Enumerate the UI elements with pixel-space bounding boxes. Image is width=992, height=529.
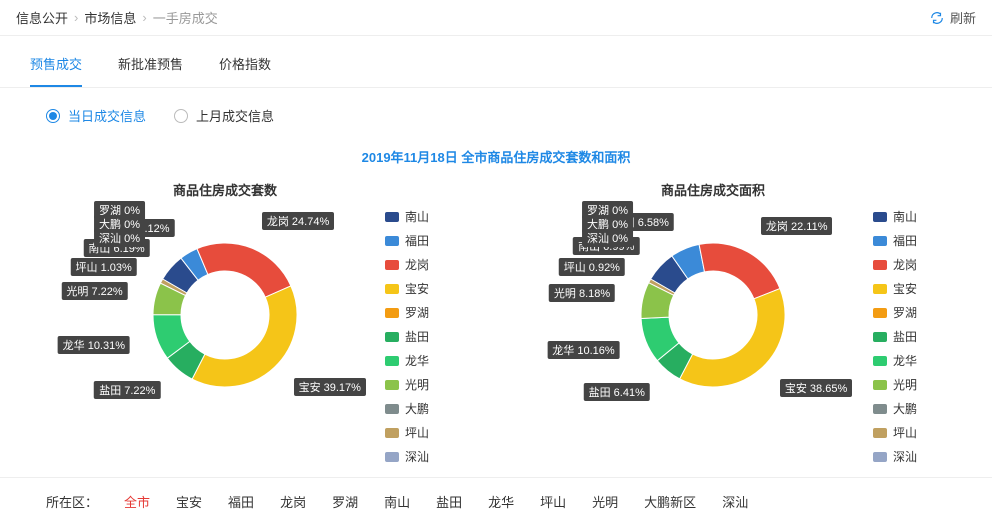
district-盐田[interactable]: 盐田: [436, 492, 462, 511]
district-罗湖[interactable]: 罗湖: [332, 492, 358, 511]
chart-subtitle: 商品住房成交面积: [563, 180, 863, 199]
district-全市[interactable]: 全市: [124, 492, 150, 511]
legend-item-宝安[interactable]: 宝安: [873, 280, 917, 297]
legend-item-深汕[interactable]: 深汕: [873, 448, 917, 465]
refresh-button[interactable]: 刷新: [930, 8, 976, 27]
legend-item-南山[interactable]: 南山: [385, 208, 429, 225]
legend-item-福田[interactable]: 福田: [873, 232, 917, 249]
legend-item-罗湖[interactable]: 罗湖: [873, 304, 917, 321]
swatch-icon: [873, 428, 887, 438]
swatch-icon: [873, 236, 887, 246]
district-label: 所在区：: [46, 492, 98, 511]
radio-dot-icon: [46, 109, 60, 123]
legend-item-光明[interactable]: 光明: [385, 376, 429, 393]
tab-0[interactable]: 预售成交: [30, 54, 82, 87]
swatch-icon: [385, 380, 399, 390]
district-光明[interactable]: 光明: [592, 492, 618, 511]
legend-item-龙华[interactable]: 龙华: [385, 352, 429, 369]
chart-subtitle: 商品住房成交套数: [75, 180, 375, 199]
swatch-icon: [385, 356, 399, 366]
donut-chart-count: 商品住房成交套数南山 6.19%福田 4.12%龙岗 24.74%宝安 39.1…: [75, 180, 375, 425]
district-深汕[interactable]: 深汕: [722, 492, 748, 511]
legend-item-龙岗[interactable]: 龙岗: [385, 256, 429, 273]
legend-item-坪山[interactable]: 坪山: [873, 424, 917, 441]
district-福田[interactable]: 福田: [228, 492, 254, 511]
swatch-icon: [385, 260, 399, 270]
legend-item-福田[interactable]: 福田: [385, 232, 429, 249]
district-filter: 所在区： 全市 宝安 福田 龙岗 罗湖 南山 盐田 龙华 坪山 光明 大鹏新区 深汕: [0, 477, 992, 525]
legend-item-盐田[interactable]: 盐田: [385, 328, 429, 345]
swatch-icon: [385, 332, 399, 342]
chart-main-title: 2019年11月18日 全市商品住房成交套数和面积: [0, 147, 992, 166]
breadcrumb-root[interactable]: 信息公开: [16, 8, 68, 27]
breadcrumb: 信息公开 › 市场信息 › 一手房成交: [16, 8, 218, 27]
slice-龙岗[interactable]: [699, 243, 780, 299]
legend-item-大鹏[interactable]: 大鹏: [385, 400, 429, 417]
swatch-icon: [873, 212, 887, 222]
radio-0[interactable]: 当日成交信息: [46, 106, 146, 125]
legend-area: 南山福田龙岗宝安罗湖盐田龙华光明大鹏坪山深汕: [873, 180, 917, 465]
swatch-icon: [873, 260, 887, 270]
swatch-icon: [385, 212, 399, 222]
breadcrumb-current: 一手房成交: [153, 8, 218, 27]
swatch-icon: [385, 404, 399, 414]
radio-dot-icon: [174, 109, 188, 123]
legend-item-深汕[interactable]: 深汕: [385, 448, 429, 465]
legend-item-盐田[interactable]: 盐田: [873, 328, 917, 345]
refresh-icon: [930, 11, 944, 25]
donut-chart-area: 商品住房成交面积南山 6.99%福田 6.58%龙岗 22.11%宝安 38.6…: [563, 180, 863, 425]
radio-1[interactable]: 上月成交信息: [174, 106, 274, 125]
swatch-icon: [385, 452, 399, 462]
legend-item-南山[interactable]: 南山: [873, 208, 917, 225]
slice-龙岗[interactable]: [197, 243, 291, 297]
legend-item-光明[interactable]: 光明: [873, 376, 917, 393]
swatch-icon: [385, 236, 399, 246]
chevron-right-icon: ›: [74, 10, 78, 25]
refresh-label: 刷新: [950, 8, 976, 27]
legend-item-龙华[interactable]: 龙华: [873, 352, 917, 369]
swatch-icon: [385, 308, 399, 318]
district-南山[interactable]: 南山: [384, 492, 410, 511]
tab-2[interactable]: 价格指数: [219, 54, 271, 87]
legend-count: 南山福田龙岗宝安罗湖盐田龙华光明大鹏坪山深汕: [385, 180, 429, 465]
chevron-right-icon: ›: [142, 10, 146, 25]
district-大鹏新区[interactable]: 大鹏新区: [644, 492, 696, 511]
district-龙华[interactable]: 龙华: [488, 492, 514, 511]
swatch-icon: [873, 284, 887, 294]
legend-item-坪山[interactable]: 坪山: [385, 424, 429, 441]
slice-宝安[interactable]: [192, 286, 297, 387]
breadcrumb-mid[interactable]: 市场信息: [84, 8, 136, 27]
swatch-icon: [873, 356, 887, 366]
district-龙岗[interactable]: 龙岗: [280, 492, 306, 511]
swatch-icon: [873, 380, 887, 390]
swatch-icon: [873, 404, 887, 414]
swatch-icon: [873, 332, 887, 342]
swatch-icon: [873, 452, 887, 462]
swatch-icon: [873, 308, 887, 318]
slice-宝安[interactable]: [680, 289, 785, 387]
legend-item-大鹏[interactable]: 大鹏: [873, 400, 917, 417]
legend-item-罗湖[interactable]: 罗湖: [385, 304, 429, 321]
legend-item-龙岗[interactable]: 龙岗: [873, 256, 917, 273]
tabs: 预售成交 新批准预售 价格指数: [0, 36, 992, 88]
district-坪山[interactable]: 坪山: [540, 492, 566, 511]
radio-group: 当日成交信息 上月成交信息: [0, 88, 992, 143]
tab-1[interactable]: 新批准预售: [118, 54, 183, 87]
swatch-icon: [385, 428, 399, 438]
legend-item-宝安[interactable]: 宝安: [385, 280, 429, 297]
swatch-icon: [385, 284, 399, 294]
district-宝安[interactable]: 宝安: [176, 492, 202, 511]
